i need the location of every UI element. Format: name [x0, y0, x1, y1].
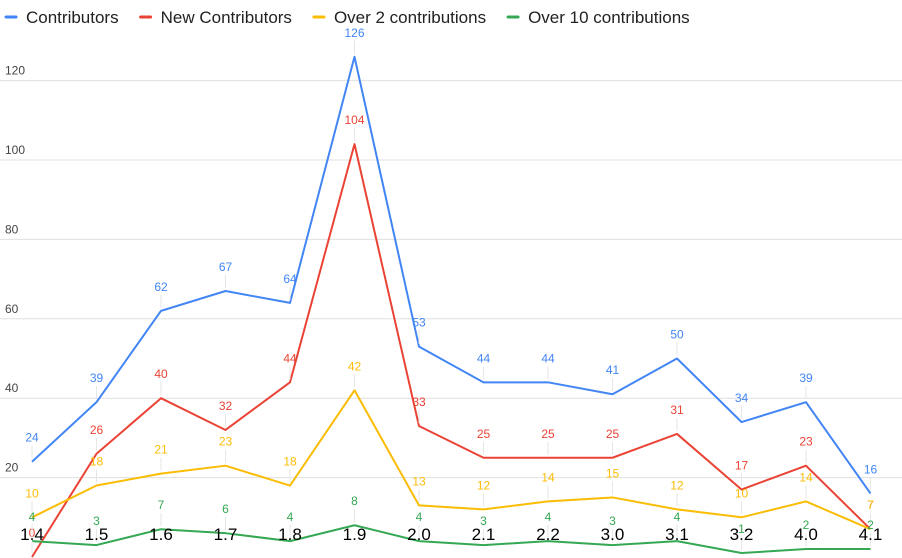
data-label: 44	[477, 351, 491, 365]
data-label: 10	[735, 486, 749, 500]
gridlines	[0, 80, 902, 479]
legend-label: New Contributors	[161, 8, 292, 27]
data-label: 14	[541, 470, 555, 484]
series-line	[31, 389, 871, 531]
y-tick-label: 60	[5, 302, 19, 316]
x-tick-label: 1.4	[20, 525, 44, 544]
data-label: 12	[670, 478, 684, 492]
data-label: 13	[412, 474, 426, 488]
x-tick-label: 1.8	[278, 525, 302, 544]
x-axis-ticks: 1.4 1.5 1.6 1.7 1.8 1.9 2.0 2.1 2.2 3.0 3.1 3.2 4.0 4…	[20, 525, 882, 544]
data-label: 64	[283, 272, 297, 286]
x-tick-label: 1.9	[343, 525, 367, 544]
y-tick-label: 80	[5, 222, 19, 236]
x-tick-label: 3.1	[665, 525, 689, 544]
data-label: 1	[738, 522, 745, 536]
data-label: 53	[412, 316, 426, 330]
data-label: 39	[799, 371, 813, 385]
data-label: 3	[480, 514, 487, 528]
x-tick-label: 3.2	[730, 525, 754, 544]
y-tick-label: 20	[5, 461, 19, 475]
data-label: 25	[606, 427, 620, 441]
data-label: 7	[867, 498, 874, 512]
x-tick-label: 2.2	[536, 525, 560, 544]
data-label: 10	[25, 486, 39, 500]
x-tick-label: 1.7	[214, 525, 238, 544]
y-tick-label: 120	[5, 64, 25, 78]
y-tick-label: 40	[5, 381, 19, 395]
data-label: 4	[674, 510, 681, 524]
x-tick-label: 2.1	[472, 525, 496, 544]
data-label: 23	[219, 435, 233, 449]
data-labels: 2439626764126534444415034391602640324410…	[25, 26, 877, 554]
data-label: 44	[283, 351, 297, 365]
data-label: 40	[154, 367, 168, 381]
series-lines	[31, 55, 872, 558]
x-tick-label: 1.5	[85, 525, 109, 544]
y-axis-ticks: 20 40 60 80 100 120	[5, 64, 25, 475]
legend-label: Over 10 contributions	[528, 8, 690, 27]
x-tick-label: 4.1	[859, 525, 883, 544]
data-label: 4	[287, 510, 294, 524]
legend: Contributors New Contributors Over 2 contr…	[4, 8, 690, 27]
x-tick-label: 1.6	[149, 525, 173, 544]
data-label: 18	[90, 455, 104, 469]
data-label: 7	[158, 498, 165, 512]
data-label: 104	[344, 113, 364, 127]
data-label: 42	[348, 359, 362, 373]
series-line	[31, 143, 872, 558]
data-label: 8	[351, 494, 358, 508]
x-tick-label: 3.0	[601, 525, 625, 544]
data-label: 24	[25, 431, 39, 445]
data-label: 16	[864, 462, 878, 476]
data-label: 34	[735, 391, 749, 405]
data-label: 15	[606, 466, 620, 480]
data-label: 67	[219, 260, 233, 274]
x-tick-label: 2.0	[407, 525, 431, 544]
data-label: 4	[29, 510, 36, 524]
data-label: 3	[93, 514, 100, 528]
data-label: 12	[477, 478, 491, 492]
data-label: 14	[799, 470, 813, 484]
legend-label: Over 2 contributions	[334, 8, 486, 27]
data-label: 2	[803, 518, 810, 532]
data-label: 17	[735, 459, 749, 473]
data-label: 50	[670, 328, 684, 342]
data-label: 26	[90, 423, 104, 437]
data-label: 32	[219, 399, 233, 413]
data-label: 2	[867, 518, 874, 532]
data-label: 31	[670, 403, 684, 417]
data-label: 126	[344, 26, 364, 40]
data-label: 3	[609, 514, 616, 528]
data-label: 23	[799, 435, 813, 449]
data-label: 41	[606, 363, 620, 377]
data-label: 62	[154, 280, 168, 294]
data-label: 44	[541, 351, 555, 365]
data-label: 25	[477, 427, 491, 441]
data-label: 39	[90, 371, 104, 385]
data-label: 18	[283, 455, 297, 469]
legend-label: Contributors	[26, 8, 119, 27]
series-line	[31, 524, 871, 555]
data-label: 25	[541, 427, 555, 441]
data-label: 4	[416, 510, 423, 524]
data-label: 4	[545, 510, 552, 524]
x-tick-label: 4.0	[794, 525, 818, 544]
data-label: 6	[222, 502, 229, 516]
data-label: 7	[867, 498, 874, 512]
y-tick-label: 100	[5, 143, 25, 157]
series-line	[31, 55, 872, 495]
data-label: 33	[412, 395, 426, 409]
data-label: 21	[154, 443, 168, 457]
